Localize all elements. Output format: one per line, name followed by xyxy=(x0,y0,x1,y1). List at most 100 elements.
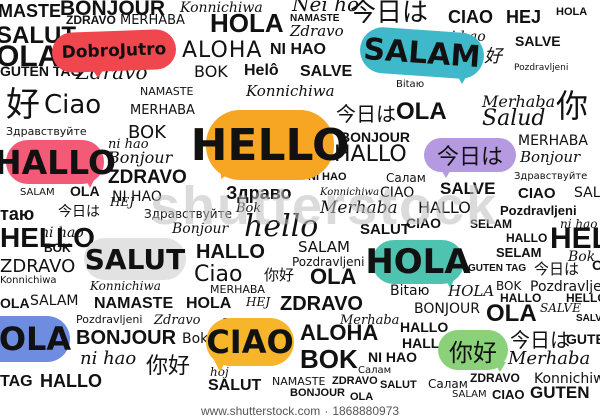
word: OLA xyxy=(0,295,30,311)
footer-site: www.shutterstock.com xyxy=(200,404,321,418)
word: Ciao xyxy=(194,262,243,287)
word: ni hao xyxy=(40,225,84,241)
footer-image-id: 1868880973 xyxy=(332,404,400,418)
word: ni hao xyxy=(80,348,137,369)
word: BOK xyxy=(194,62,228,81)
word: HEJ xyxy=(506,7,542,27)
word: GUTEN xyxy=(566,331,600,347)
word: BONJOUR xyxy=(290,387,346,399)
word: CIAO xyxy=(518,185,556,202)
word: HOLA xyxy=(186,295,232,312)
speech-bubble-text: 你好 xyxy=(449,338,497,367)
speech-bubble-konnichiwa: 今日は xyxy=(424,138,516,172)
word: Здравствуйте xyxy=(6,125,87,138)
word: Здравствуйте xyxy=(514,171,588,182)
word: MERHABA xyxy=(130,103,195,118)
speech-bubble-tail xyxy=(84,176,96,188)
word: HALLO xyxy=(500,291,542,305)
word: HALLO xyxy=(334,142,407,167)
word: SALUT xyxy=(360,221,410,238)
word: hello xyxy=(244,209,319,244)
word: SALAM xyxy=(298,238,350,256)
word: SALAM xyxy=(452,389,487,400)
word: MASTE xyxy=(0,1,61,21)
word: NAMASTE xyxy=(272,375,326,388)
word: Salud xyxy=(482,106,546,131)
speech-bubble-tail xyxy=(454,70,470,84)
word: HALLO xyxy=(506,231,548,245)
word: SALUT xyxy=(380,379,417,391)
word: Bok xyxy=(182,331,209,347)
word: ZDRAVO xyxy=(108,167,187,188)
word: Pozdravljeni xyxy=(292,255,365,269)
word: Zdravo xyxy=(290,22,344,40)
word: CIAO xyxy=(492,387,525,402)
word: BONJOUR xyxy=(340,129,411,145)
word: HALLO xyxy=(40,371,102,391)
speech-bubble-text: HOLA xyxy=(365,242,471,282)
word: SALVE xyxy=(440,179,496,198)
word: Салам xyxy=(386,171,426,185)
word: SALUT xyxy=(208,377,262,394)
word: OLA xyxy=(310,264,357,289)
word: Pozdravljeni xyxy=(500,203,577,218)
word: OLA xyxy=(592,257,600,273)
word: ZDRAVO xyxy=(470,371,520,385)
word: HOLA xyxy=(210,8,284,38)
word: BONJOUR xyxy=(60,0,166,20)
word: Bonjour xyxy=(520,148,581,166)
word: 你好 xyxy=(264,266,295,284)
word: 今日は xyxy=(350,0,429,28)
word: SALVE xyxy=(300,63,353,80)
word: OLA xyxy=(0,40,60,73)
word: Helô xyxy=(244,62,279,79)
word: таю xyxy=(0,204,35,224)
word: SALVE xyxy=(515,33,561,49)
footer-separator: · xyxy=(324,404,329,418)
word: 今日は xyxy=(336,102,396,126)
word: BOK xyxy=(128,122,167,143)
speech-bubble-text: SALAM xyxy=(362,31,482,75)
word: NI HAO xyxy=(112,189,162,205)
word: MERHABA xyxy=(120,13,185,28)
word: OLA xyxy=(350,391,374,403)
word: NI HAO xyxy=(308,171,347,183)
word: SALVE xyxy=(540,301,581,315)
word: SELAM xyxy=(496,245,542,260)
speech-bubble-salut: SALUT xyxy=(84,238,186,280)
word: SALAM xyxy=(20,187,55,198)
word: TAG xyxy=(0,373,33,390)
word: MERHABA xyxy=(518,133,588,149)
word: HEJ xyxy=(246,295,271,309)
word: HOLA xyxy=(556,6,588,18)
speech-bubble-tail xyxy=(440,168,452,178)
word: Konnichiwa xyxy=(534,371,600,387)
word: NI HAO xyxy=(368,349,417,365)
word: Салам xyxy=(428,377,468,391)
word: NI HAO xyxy=(270,41,326,58)
word: Bok xyxy=(568,249,596,265)
word: Салам xyxy=(358,365,392,376)
word: 今日は xyxy=(510,328,570,352)
speech-bubble-text: OLA xyxy=(0,320,72,358)
word: Pozdravljeni xyxy=(514,63,569,73)
word: ZDRAVO xyxy=(0,256,76,277)
word: Bonjour xyxy=(172,221,229,237)
word: Bitaю xyxy=(396,79,425,90)
word: BONJOUR xyxy=(76,327,177,349)
word: Здравствуйте xyxy=(144,207,232,221)
word: Konnichiwa xyxy=(320,187,380,198)
word: Pozdravljeni xyxy=(530,279,600,295)
word: SALVE xyxy=(576,313,600,324)
speech-bubble-tail xyxy=(214,360,226,372)
word: ZDRAVO xyxy=(66,13,116,27)
word: GUTEN xyxy=(530,383,590,402)
word: HALLO xyxy=(400,319,449,335)
word: ALOHA xyxy=(182,38,263,63)
word: 今日は xyxy=(534,260,580,278)
word: SALAM xyxy=(30,293,79,309)
word: NAMASTE xyxy=(140,85,194,98)
word: Merhaba xyxy=(320,198,398,218)
word: CIAO xyxy=(448,7,493,27)
